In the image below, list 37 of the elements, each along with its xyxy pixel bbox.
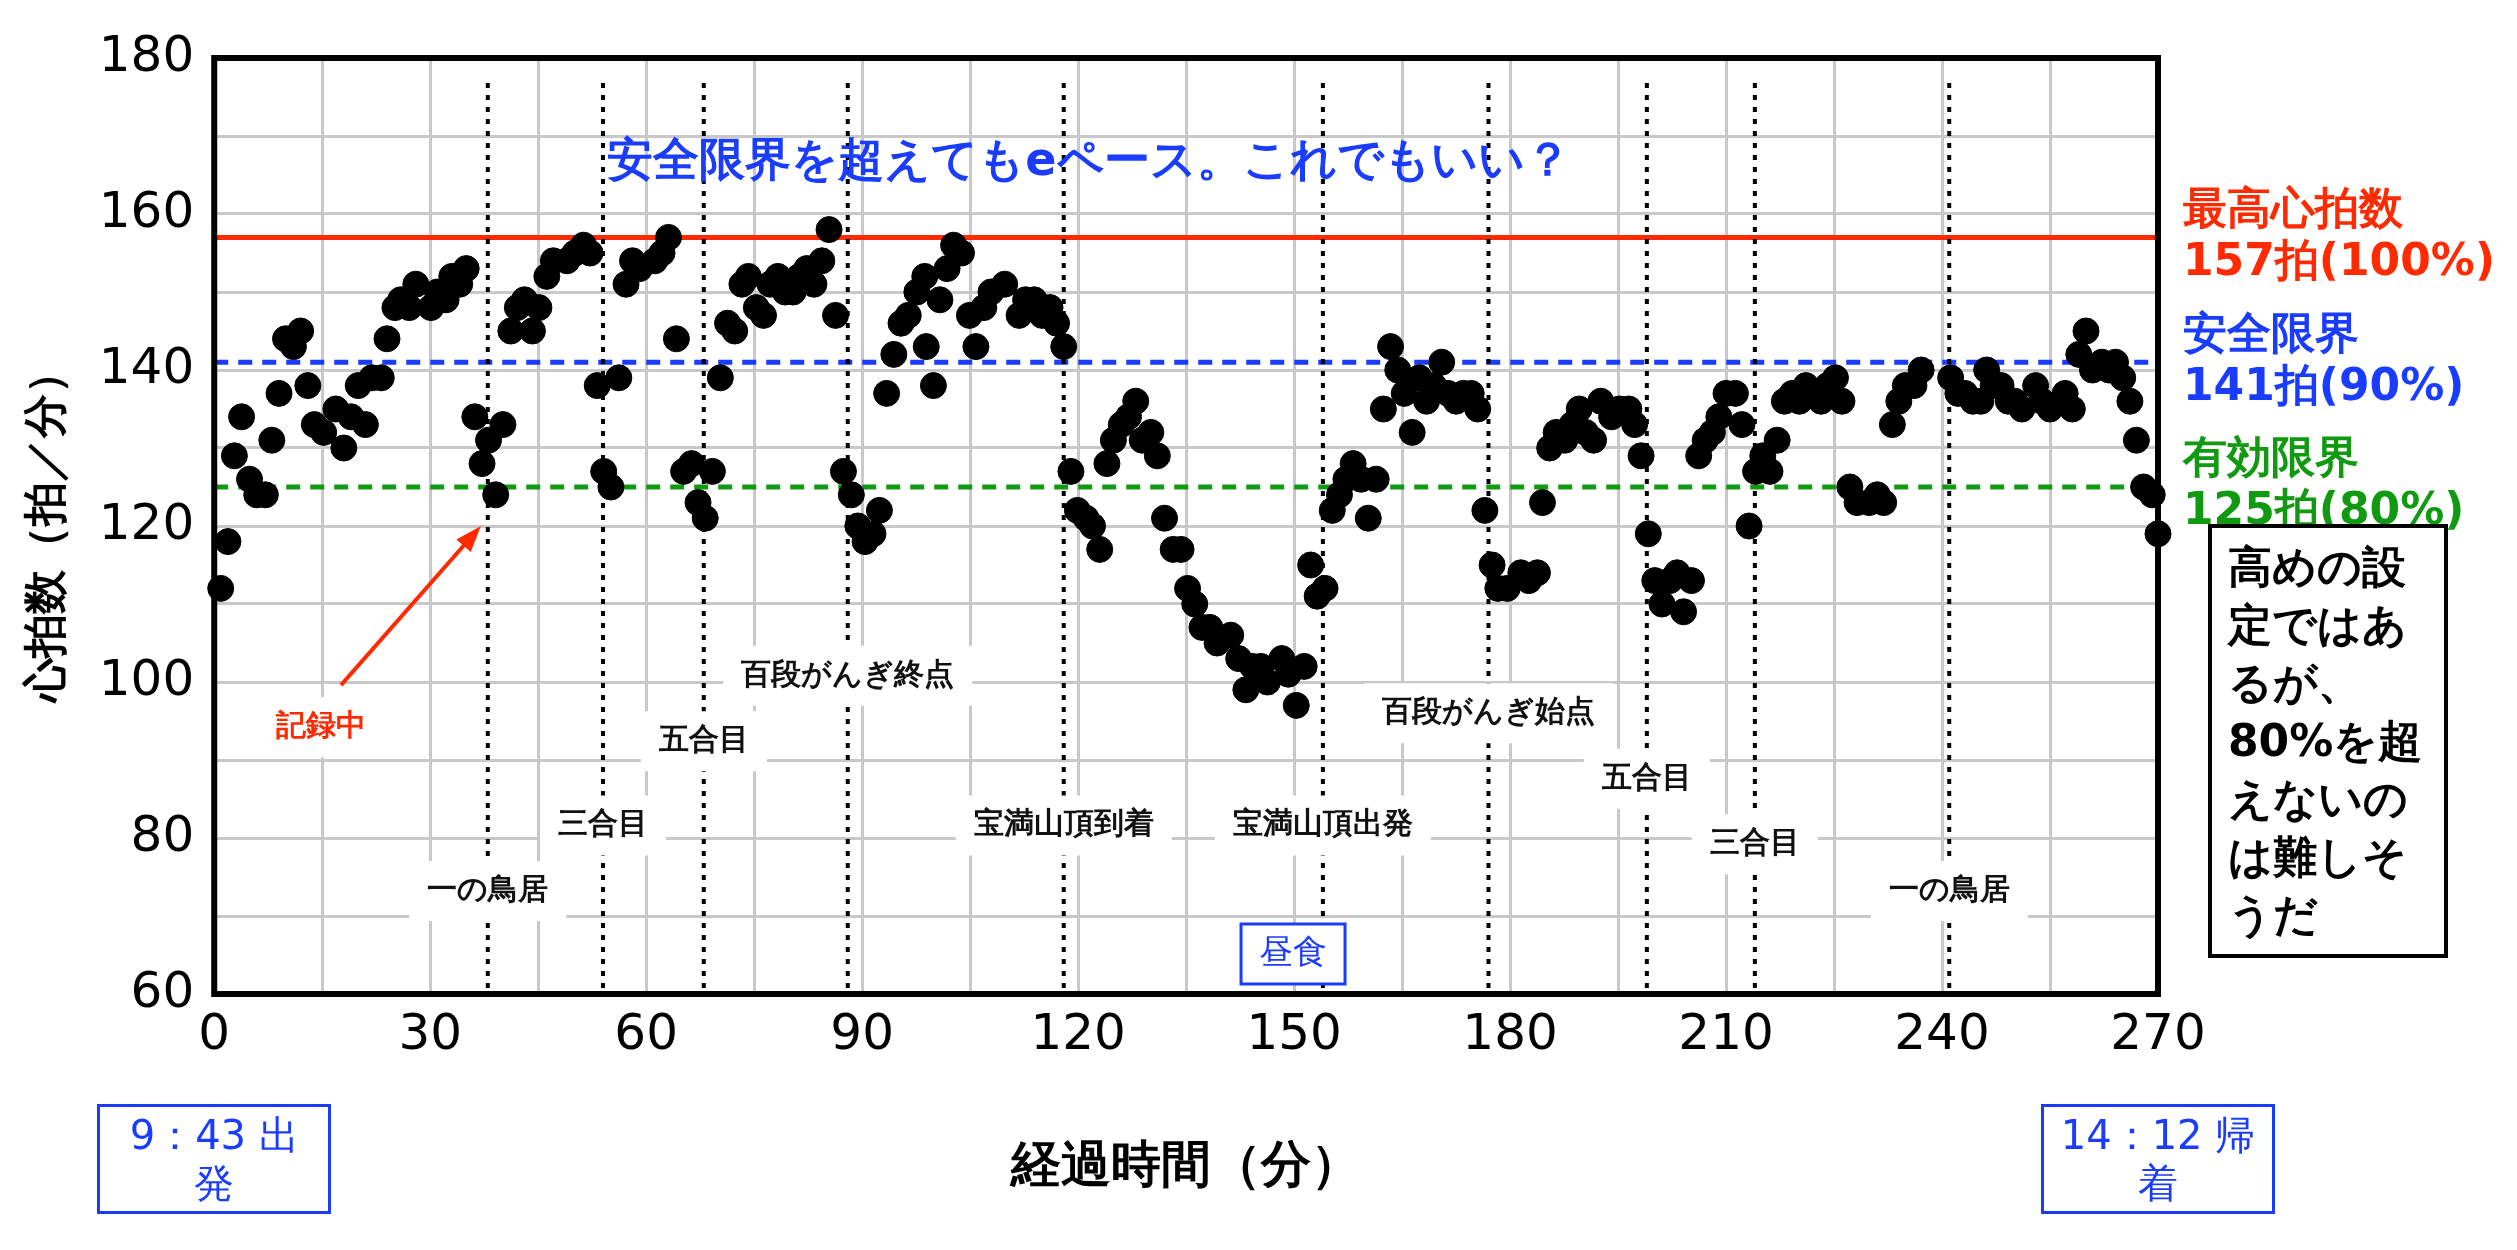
y-tick-label: 160 bbox=[98, 180, 195, 239]
y-tick-label: 100 bbox=[98, 648, 195, 707]
text: 9：43 出発 bbox=[97, 1104, 332, 1214]
x-tick-label: 210 bbox=[1678, 1002, 1774, 1061]
text: 高めの設定ではあるが、80%を超えないのは難しそうだ bbox=[2228, 541, 2423, 940]
ref-line-label: 一の鳥居 bbox=[427, 870, 549, 906]
ref-line-label: 百段がんぎ始点 bbox=[1380, 693, 1595, 728]
ref-line-label: 三合目 bbox=[1709, 824, 1800, 860]
x-tick-label: 270 bbox=[2110, 1002, 2206, 1061]
annotation: 安全限界を超えてもeペース。これでもいい？ bbox=[607, 131, 1571, 186]
y-tick-label: 140 bbox=[98, 336, 195, 395]
ref-line-label: 最高心拍数 157拍(100%) bbox=[2183, 181, 2495, 285]
x-tick-label: 0 bbox=[198, 1002, 231, 1061]
y-tick-label: 80 bbox=[130, 804, 195, 863]
x-tick-label: 60 bbox=[614, 1002, 678, 1061]
ref-line-label: 百段がんぎ終点 bbox=[740, 655, 955, 691]
ref-line-label: 三合目 bbox=[557, 805, 648, 841]
ref-line-label: 宝満山頂出発 bbox=[1232, 805, 1413, 841]
ref-line-label: 宝満山頂到着 bbox=[973, 805, 1154, 841]
ref-line-label: 五合目 bbox=[657, 721, 749, 757]
x-tick-label: 180 bbox=[1462, 1002, 1558, 1061]
x-tick-label: 240 bbox=[1894, 1002, 1990, 1061]
y-tick-label: 180 bbox=[98, 24, 195, 83]
ref-line-label: 安全限界 141拍(90%) bbox=[2183, 306, 2465, 410]
x-tick-label: 120 bbox=[1030, 1002, 1126, 1061]
x-tick-label: 90 bbox=[830, 1002, 894, 1061]
y-axis-title: 心拍数（拍／分） bbox=[18, 350, 70, 704]
annotation: 昼食 bbox=[1259, 930, 1328, 971]
x-tick-label: 150 bbox=[1246, 1002, 1342, 1061]
ref-line-label: 五合目 bbox=[1600, 758, 1692, 794]
y-tick-label: 60 bbox=[130, 960, 195, 1019]
text: 14：12 帰着 bbox=[2041, 1104, 2275, 1214]
x-tick-label: 30 bbox=[398, 1002, 463, 1061]
annotation: 記録中 bbox=[275, 707, 367, 743]
x-axis-title: 経過時間（分） bbox=[1009, 1134, 1362, 1193]
y-tick-label: 120 bbox=[98, 492, 195, 551]
ref-line-label: 一の鳥居 bbox=[1888, 870, 2010, 906]
